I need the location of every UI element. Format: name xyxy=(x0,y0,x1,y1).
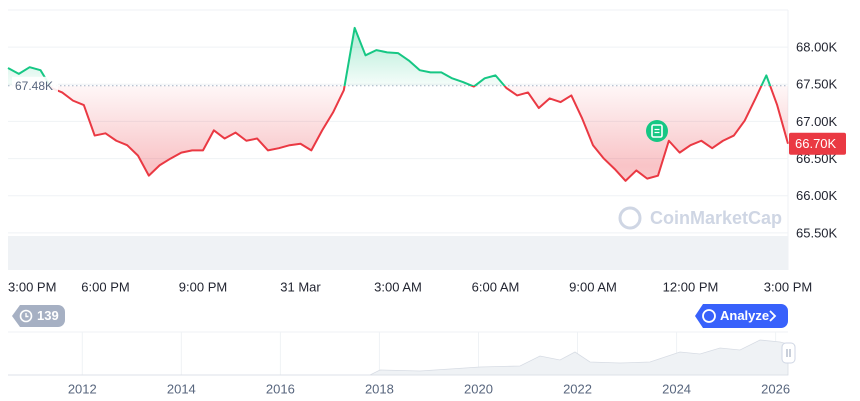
x-tick-label: 3:00 PM xyxy=(764,279,812,294)
baseline-label: 67.48K xyxy=(15,79,53,93)
y-tick-label: 67.00K xyxy=(796,114,838,129)
price-line xyxy=(7,26,789,182)
navigator xyxy=(8,331,796,376)
history-badge[interactable]: 139 xyxy=(12,305,65,327)
baseline-label-bg xyxy=(12,76,58,95)
navigator-year: 2018 xyxy=(365,381,394,396)
analyze-label: Analyze xyxy=(720,308,769,323)
x-tick-label: 31 Mar xyxy=(280,279,321,294)
volume-band xyxy=(8,236,788,270)
y-tick-label: 66.00K xyxy=(796,188,838,203)
history-count: 139 xyxy=(37,308,59,323)
x-tick-label: 9:00 PM xyxy=(179,279,227,294)
x-tick-label: 9:00 AM xyxy=(569,279,617,294)
x-tick-label: 6:00 PM xyxy=(81,279,129,294)
current-price-label: 66.70K xyxy=(795,136,837,151)
analyze-button[interactable]: Analyze xyxy=(695,304,788,328)
navigator-year: 2026 xyxy=(761,381,790,396)
x-tick-label: 12:00 PM xyxy=(663,279,719,294)
navigator-year: 2016 xyxy=(266,381,295,396)
watermark: CoinMarketCap xyxy=(618,206,782,230)
price-area xyxy=(8,27,788,181)
navigator-year: 2014 xyxy=(167,381,196,396)
x-tick-label: 3:00 AM xyxy=(374,279,422,294)
x-tick-label: 6:00 AM xyxy=(472,279,520,294)
navigator-year: 2012 xyxy=(68,381,97,396)
watermark-text: CoinMarketCap xyxy=(650,208,782,228)
current-price-tag xyxy=(789,132,846,155)
y-tick-label: 65.50K xyxy=(796,225,838,240)
y-tick-label: 66.50K xyxy=(796,151,838,166)
navigator-year: 2024 xyxy=(662,381,691,396)
x-tick-label: 3:00 PM xyxy=(8,279,56,294)
y-tick-label: 68.00K xyxy=(796,40,838,55)
news-icon[interactable] xyxy=(646,120,668,142)
navigator-year: 2020 xyxy=(464,381,493,396)
plot xyxy=(8,9,789,375)
navigator-year: 2022 xyxy=(563,381,592,396)
y-tick-label: 67.50K xyxy=(796,77,838,92)
